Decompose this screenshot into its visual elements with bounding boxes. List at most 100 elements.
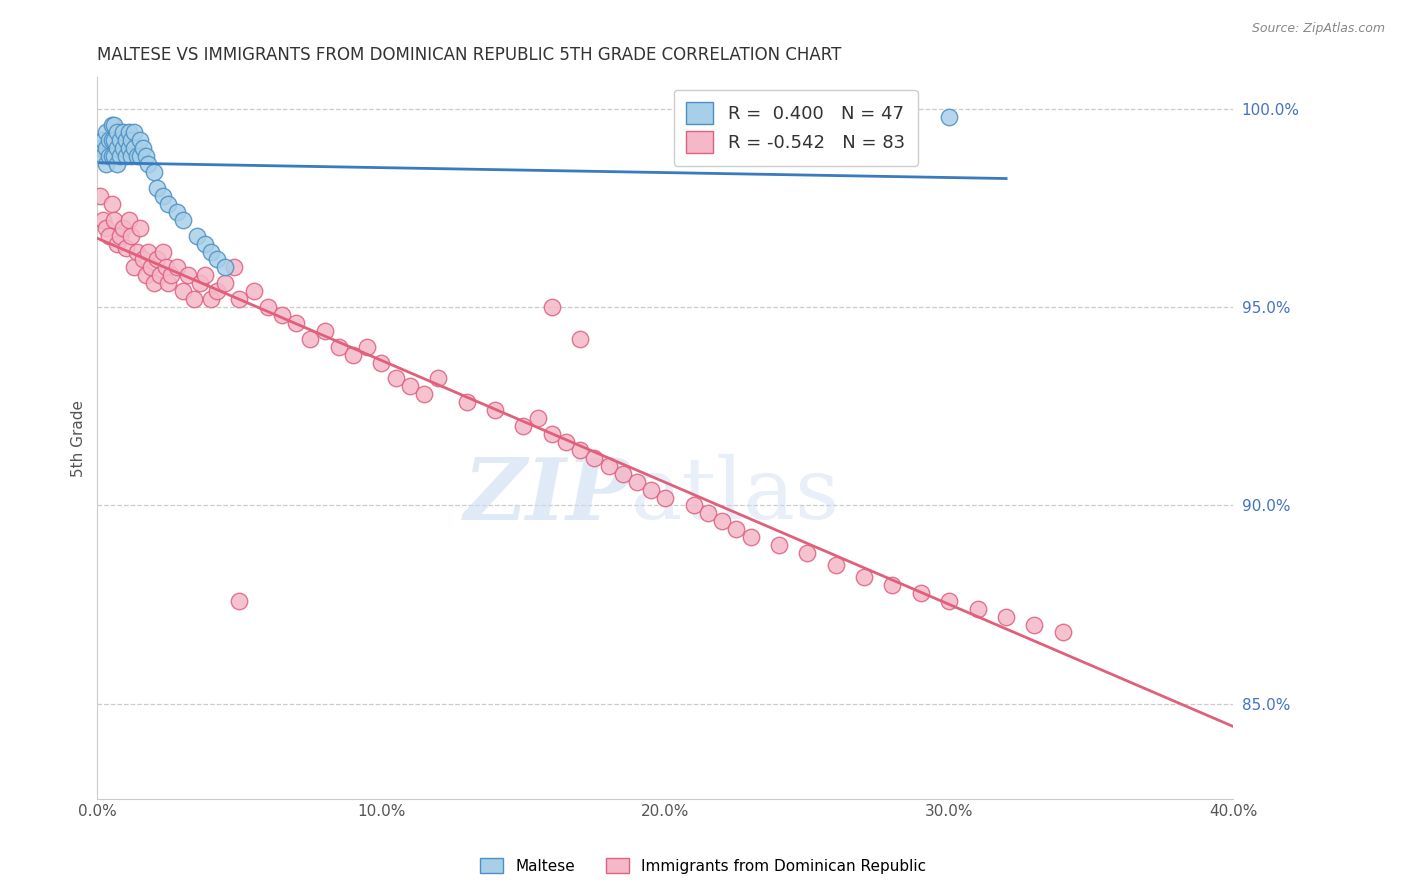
Point	[966, 601, 988, 615]
Point	[89, 141, 111, 155]
Text: Source: ZipAtlas.com: Source: ZipAtlas.com	[1251, 22, 1385, 36]
Point	[555, 435, 578, 450]
Point	[100, 133, 122, 147]
Point	[228, 292, 250, 306]
Point	[108, 133, 131, 147]
Point	[122, 260, 145, 275]
Y-axis label: 5th Grade: 5th Grade	[72, 400, 86, 476]
Point	[427, 371, 450, 385]
Point	[117, 125, 139, 139]
Point	[105, 125, 128, 139]
Point	[146, 181, 169, 195]
Point	[143, 277, 166, 291]
Text: ZIP: ZIP	[464, 454, 631, 538]
Point	[768, 538, 790, 552]
Point	[711, 514, 734, 528]
Point	[97, 228, 120, 243]
Point	[342, 348, 364, 362]
Point	[598, 458, 620, 473]
Point	[127, 244, 149, 259]
Point	[194, 236, 217, 251]
Point	[696, 507, 718, 521]
Point	[135, 268, 157, 283]
Point	[120, 228, 142, 243]
Point	[152, 189, 174, 203]
Point	[132, 141, 155, 155]
Point	[569, 442, 592, 457]
Point	[152, 244, 174, 259]
Point	[94, 141, 117, 155]
Point	[100, 149, 122, 163]
Point	[155, 260, 177, 275]
Point	[314, 324, 336, 338]
Point	[97, 133, 120, 147]
Point	[569, 332, 592, 346]
Point	[111, 220, 134, 235]
Point	[285, 316, 308, 330]
Point	[105, 157, 128, 171]
Point	[108, 228, 131, 243]
Point	[103, 118, 125, 132]
Point	[512, 419, 534, 434]
Point	[938, 593, 960, 607]
Point	[91, 212, 114, 227]
Point	[370, 356, 392, 370]
Point	[114, 133, 136, 147]
Point	[384, 371, 406, 385]
Point	[108, 149, 131, 163]
Point	[612, 467, 634, 481]
Point	[111, 125, 134, 139]
Point	[398, 379, 420, 393]
Point	[132, 252, 155, 267]
Point	[995, 609, 1018, 624]
Point	[135, 149, 157, 163]
Point	[129, 133, 152, 147]
Point	[103, 149, 125, 163]
Point	[640, 483, 662, 497]
Point	[157, 197, 180, 211]
Point	[166, 204, 188, 219]
Point	[824, 558, 846, 572]
Point	[94, 125, 117, 139]
Point	[120, 149, 142, 163]
Point	[103, 212, 125, 227]
Legend: Maltese, Immigrants from Dominican Republic: Maltese, Immigrants from Dominican Repub…	[474, 852, 932, 880]
Point	[200, 292, 222, 306]
Point	[356, 340, 378, 354]
Point	[91, 149, 114, 163]
Point	[725, 522, 748, 536]
Point	[1052, 625, 1074, 640]
Point	[938, 110, 960, 124]
Point	[91, 133, 114, 147]
Point	[143, 165, 166, 179]
Point	[94, 220, 117, 235]
Point	[114, 149, 136, 163]
Point	[205, 252, 228, 267]
Text: MALTESE VS IMMIGRANTS FROM DOMINICAN REPUBLIC 5TH GRADE CORRELATION CHART: MALTESE VS IMMIGRANTS FROM DOMINICAN REP…	[97, 46, 842, 64]
Point	[103, 133, 125, 147]
Point	[540, 300, 562, 314]
Point	[149, 268, 172, 283]
Point	[205, 284, 228, 298]
Point	[328, 340, 350, 354]
Point	[100, 118, 122, 132]
Point	[413, 387, 436, 401]
Point	[120, 133, 142, 147]
Point	[138, 244, 160, 259]
Point	[114, 241, 136, 255]
Point	[111, 141, 134, 155]
Point	[853, 570, 876, 584]
Point	[117, 212, 139, 227]
Point	[654, 491, 676, 505]
Point	[177, 268, 200, 283]
Point	[910, 586, 932, 600]
Point	[117, 141, 139, 155]
Point	[129, 220, 152, 235]
Point	[97, 149, 120, 163]
Point	[740, 530, 762, 544]
Point	[105, 141, 128, 155]
Text: atlas: atlas	[631, 454, 841, 537]
Point	[256, 300, 278, 314]
Point	[583, 450, 606, 465]
Point	[122, 141, 145, 155]
